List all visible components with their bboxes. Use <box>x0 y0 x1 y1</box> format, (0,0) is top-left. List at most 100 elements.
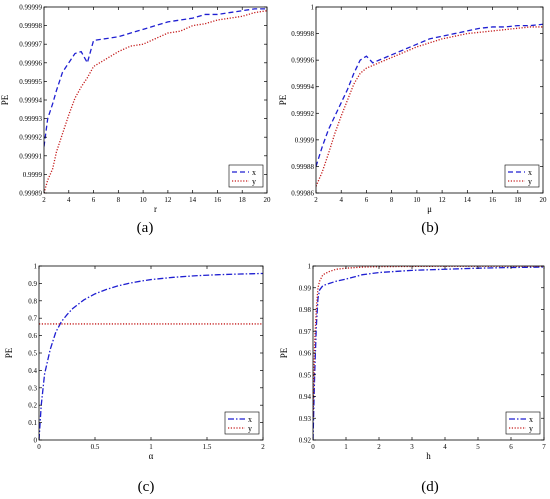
y-tick-label: 0.99996 <box>291 57 314 65</box>
y-tick-label: 0.99997 <box>19 41 42 49</box>
x-tick-label: 14 <box>464 196 472 204</box>
legend-label-x: x <box>252 168 256 177</box>
x-tick-label: 8 <box>117 196 121 204</box>
x-axis-label: μ <box>427 204 432 214</box>
x-tick-label: 1.5 <box>203 443 212 451</box>
chart-panel-2: 2 4 6 8 10 12 14 16 18 20 0.99986 0.99988 0.9999 0.99… <box>278 4 547 237</box>
series-line-y <box>316 26 543 187</box>
legend: xy <box>228 164 264 188</box>
x-tick-label: 0 <box>311 443 315 451</box>
panel-caption: (c) <box>138 479 155 495</box>
chart-panel-3: 0 0.5 1 1.5 200.10.20.30.40.50.60.70.80.91αP… <box>4 263 265 496</box>
y-tick-label: 0.7 <box>28 315 37 323</box>
y-tick-label: 0.99991 <box>19 152 42 160</box>
y-tick-label: 0.9999 <box>295 136 315 144</box>
chart-panel-1: 2 4 6 8 10 12 14 16 18 20 0.99989 0.9999 0.99991 0.99… <box>0 4 271 237</box>
x-tick-label: 2 <box>42 196 46 204</box>
legend-box <box>504 164 540 188</box>
y-tick-label: 0.99992 <box>19 134 42 142</box>
y-axis-label: PE <box>279 347 289 358</box>
y-tick-label: 0.8 <box>28 297 37 305</box>
y-tick-label: 1 <box>34 263 38 271</box>
y-tick-label: 1 <box>308 263 312 271</box>
x-tick-label: 1 <box>149 443 153 451</box>
x-axis-label: α <box>149 451 154 461</box>
plot-frame <box>315 6 544 194</box>
x-tick-label: 6 <box>509 443 513 451</box>
y-tick-label: 0.99 <box>299 284 312 292</box>
x-tick-label: 12 <box>439 196 447 204</box>
panel-caption: (d) <box>421 479 439 495</box>
chart-panel-4: 0 1 2 3 4 5 6 7 0.92 0.93 0.94 0.95 0.96 0.97 0.98 0.99… <box>279 263 546 496</box>
legend: xy <box>504 164 540 188</box>
y-tick-label: 0.99994 <box>291 83 314 91</box>
y-tick-label: 0.1 <box>28 419 37 427</box>
y-tick-label: 0.93 <box>299 415 312 423</box>
y-tick-label: 0.99998 <box>291 30 314 38</box>
x-tick-label: 5 <box>476 443 480 451</box>
x-tick-label: 4 <box>339 196 343 204</box>
x-tick-label: 7 <box>542 443 546 451</box>
x-tick-label: 10 <box>140 196 148 204</box>
x-tick-label: 4 <box>443 443 447 451</box>
y-axis-label: PE <box>0 94 10 105</box>
y-tick-label: 0.6 <box>28 332 37 340</box>
y-tick-label: 0.9999 <box>23 171 43 179</box>
panel-caption: (b) <box>421 220 439 236</box>
legend-label-y: y <box>529 424 533 433</box>
y-tick-label: 0.99992 <box>291 110 314 118</box>
y-tick-label: 0.99993 <box>19 115 42 123</box>
y-tick-label: 0.95 <box>299 371 312 379</box>
y-tick-label: 1 <box>311 4 315 12</box>
y-tick-label: 0.99996 <box>19 59 42 67</box>
legend-label-y: y <box>528 177 532 186</box>
x-tick-label: 6 <box>92 196 96 204</box>
y-tick-label: 0.92 <box>299 437 312 445</box>
legend-label-y: y <box>252 177 256 186</box>
y-axis-label: PE <box>4 347 14 358</box>
y-tick-label: 0.99994 <box>19 97 42 105</box>
y-tick-label: 0.4 <box>28 367 37 375</box>
legend-label-x: x <box>529 415 533 424</box>
x-tick-label: 10 <box>413 196 421 204</box>
legend-label-y: y <box>248 424 252 433</box>
y-tick-label: 0.98 <box>299 306 312 314</box>
y-tick-label: 0.9 <box>28 280 37 288</box>
series-line-x <box>316 23 543 167</box>
y-tick-label: 0.99998 <box>19 22 42 30</box>
x-axis-label: r <box>154 204 157 214</box>
x-tick-label: 2 <box>261 443 265 451</box>
y-tick-label: 0.97 <box>299 328 312 336</box>
x-tick-label: 20 <box>264 196 272 204</box>
y-tick-label: 0.2 <box>28 402 37 410</box>
y-tick-label: 0.3 <box>28 384 37 392</box>
x-tick-label: 0 <box>37 443 41 451</box>
x-tick-label: 12 <box>164 196 172 204</box>
x-tick-label: 20 <box>540 196 548 204</box>
y-tick-label: 0.96 <box>299 350 312 358</box>
series-line-x <box>39 272 263 440</box>
x-tick-label: 2 <box>314 196 318 204</box>
series-line-y <box>44 10 267 193</box>
legend-box <box>224 411 260 435</box>
legend-label-x: x <box>248 415 252 424</box>
panel-caption: (a) <box>137 220 154 236</box>
y-tick-label: 0.99995 <box>19 78 42 86</box>
legend: xy <box>505 411 541 435</box>
x-axis-label: h <box>426 451 431 461</box>
x-tick-label: 16 <box>489 196 497 204</box>
x-tick-label: 18 <box>239 196 247 204</box>
x-tick-label: 2 <box>377 443 381 451</box>
y-tick-label: 0 <box>34 437 38 445</box>
legend-box <box>228 164 264 188</box>
x-tick-label: 4 <box>67 196 71 204</box>
x-tick-label: 18 <box>514 196 522 204</box>
series-line-x <box>313 266 544 440</box>
y-tick-label: 0.5 <box>28 350 37 358</box>
x-tick-label: 14 <box>189 196 197 204</box>
y-tick-label: 0.99986 <box>291 190 314 198</box>
legend-box <box>505 411 541 435</box>
legend-label-x: x <box>528 168 532 177</box>
x-tick-label: 3 <box>410 443 414 451</box>
